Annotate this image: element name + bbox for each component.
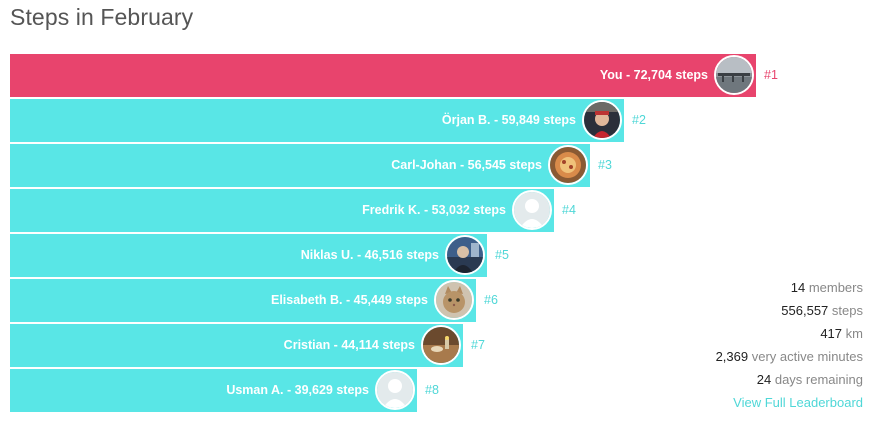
leaderboard-bar-label: Carl-Johan - 56,545 steps: [391, 158, 542, 172]
rank-badge: #1: [764, 68, 778, 82]
rank-badge: #2: [632, 113, 646, 127]
rank-badge: #8: [425, 383, 439, 397]
leaderboard-bar: [10, 189, 554, 232]
leaderboard-bar: [10, 234, 487, 277]
user-avatar[interactable]: [375, 370, 415, 410]
leaderboard-bar: [10, 54, 756, 97]
leaderboard-bar: [10, 369, 417, 412]
stat-steps: 556,557 steps: [781, 303, 863, 318]
leaderboard-bar-label: Niklas U. - 46,516 steps: [300, 248, 439, 262]
rank-badge: #4: [562, 203, 576, 217]
leaderboard-bar-label: Fredrik K. - 53,032 steps: [362, 203, 506, 217]
group-stats: 14 members 556,557 steps 417 km 2,369 ve…: [716, 276, 863, 414]
rank-badge: #5: [495, 248, 509, 262]
leaderboard-bar: [10, 324, 463, 367]
leaderboard-bar-label: Usman A. - 39,629 steps: [226, 383, 369, 397]
user-avatar[interactable]: [548, 145, 588, 185]
page-title: Steps in February: [10, 4, 194, 30]
user-avatar[interactable]: [421, 325, 461, 365]
leaderboard-bar-label: Cristian - 44,114 steps: [283, 338, 415, 352]
leaderboard-bar: [10, 279, 476, 322]
leaderboard-bar: [10, 99, 624, 142]
leaderboard-bar-label: Elisabeth B. - 45,449 steps: [270, 293, 428, 307]
user-avatar[interactable]: [582, 100, 622, 140]
user-avatar[interactable]: [512, 190, 552, 230]
leaderboard-bar-label: You - 72,704 steps: [599, 68, 708, 82]
rank-badge: #7: [471, 338, 485, 352]
rank-badge: #6: [484, 293, 498, 307]
view-full-leaderboard-link[interactable]: View Full Leaderboard: [733, 395, 863, 410]
leaderboard-bar: [10, 144, 590, 187]
rank-badge: #3: [598, 158, 612, 172]
stat-days-remaining: 24 days remaining: [756, 372, 863, 387]
stat-km: 417 km: [820, 326, 863, 341]
stat-active-minutes: 2,369 very active minutes: [715, 349, 863, 364]
stat-members: 14 members: [790, 280, 863, 295]
user-avatar[interactable]: [714, 55, 754, 95]
leaderboard-bar-label: Örjan B. - 59,849 steps: [441, 113, 576, 127]
user-avatar[interactable]: [445, 235, 485, 275]
user-avatar[interactable]: [434, 280, 474, 320]
